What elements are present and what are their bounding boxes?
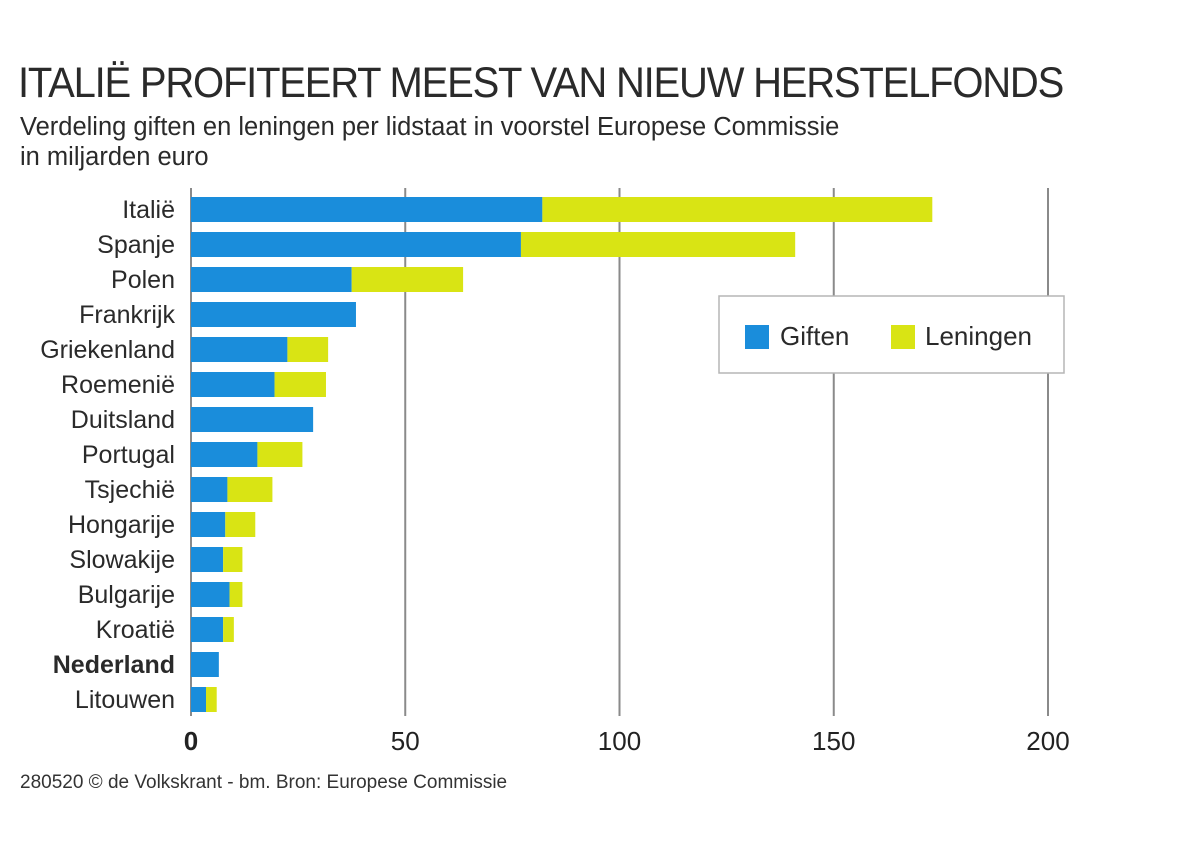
category-label: Spanje xyxy=(97,231,175,259)
category-label: Nederland xyxy=(53,651,175,679)
category-label: Duitsland xyxy=(71,406,175,434)
bar-leningen-7 xyxy=(257,442,303,467)
legend: Giften Leningen xyxy=(718,295,1065,374)
bar-giften-9 xyxy=(191,512,226,537)
bar-leningen-2 xyxy=(351,267,464,292)
x-tick-200: 200 xyxy=(1026,726,1069,756)
x-tick-100: 100 xyxy=(598,726,641,756)
bar-leningen-10 xyxy=(223,547,243,572)
bar-giften-6 xyxy=(191,407,314,432)
bars xyxy=(191,197,933,712)
bar-giften-4 xyxy=(191,337,288,362)
bar-leningen-4 xyxy=(287,337,329,362)
category-label: Kroatië xyxy=(96,616,175,644)
legend-label-leningen: Leningen xyxy=(925,321,1032,351)
category-label: Polen xyxy=(111,266,175,294)
bar-leningen-0 xyxy=(542,197,933,222)
category-label: Slowakije xyxy=(69,546,175,574)
bar-giften-7 xyxy=(191,442,258,467)
bar-giften-5 xyxy=(191,372,275,397)
bar-giften-12 xyxy=(191,617,224,642)
bar-giften-13 xyxy=(191,652,219,677)
category-label: Bulgarije xyxy=(78,581,175,609)
category-label: Frankrijk xyxy=(79,301,175,329)
chart-unit-label: in miljarden euro xyxy=(20,143,209,171)
bar-giften-14 xyxy=(191,687,206,712)
bar-giften-8 xyxy=(191,477,228,502)
bar-giften-2 xyxy=(191,267,352,292)
category-label: Portugal xyxy=(82,441,175,469)
bar-leningen-9 xyxy=(225,512,256,537)
bar-leningen-1 xyxy=(520,232,796,257)
bar-giften-11 xyxy=(191,582,230,607)
bar-leningen-12 xyxy=(223,617,234,642)
category-label: Hongarije xyxy=(68,511,175,539)
bar-leningen-5 xyxy=(274,372,326,397)
bar-giften-0 xyxy=(191,197,543,222)
bar-giften-1 xyxy=(191,232,521,257)
category-label: Tsjechië xyxy=(85,476,175,504)
bar-giften-3 xyxy=(191,302,356,327)
bar-leningen-8 xyxy=(227,477,273,502)
category-label: Griekenland xyxy=(40,336,175,364)
bar-leningen-11 xyxy=(229,582,243,607)
chart-subtitle: Verdeling giften en leningen per lidstaa… xyxy=(20,113,840,141)
category-label: Roemenië xyxy=(61,371,175,399)
x-tick-150: 150 xyxy=(812,726,855,756)
chart-title: ITALIË PROFITEERT MEEST VAN NIEUW HERSTE… xyxy=(18,59,1064,107)
legend-label-giften: Giften xyxy=(780,321,849,351)
bar-giften-10 xyxy=(191,547,224,572)
source-note: 280520 © de Volkskrant - bm. Bron: Europ… xyxy=(20,772,508,793)
legend-swatch-leningen xyxy=(891,325,915,349)
legend-swatch-giften xyxy=(745,325,769,349)
category-label: Italië xyxy=(122,196,175,224)
bar-leningen-14 xyxy=(205,687,217,712)
x-tick-50: 50 xyxy=(391,726,420,756)
category-label: Litouwen xyxy=(75,686,175,714)
x-axis-ticks: 0 50 100 150 200 xyxy=(184,726,1070,756)
category-labels: Italië Spanje Polen Frankrijk Griekenland Roe… xyxy=(40,196,175,714)
x-tick-0: 0 xyxy=(184,726,198,756)
